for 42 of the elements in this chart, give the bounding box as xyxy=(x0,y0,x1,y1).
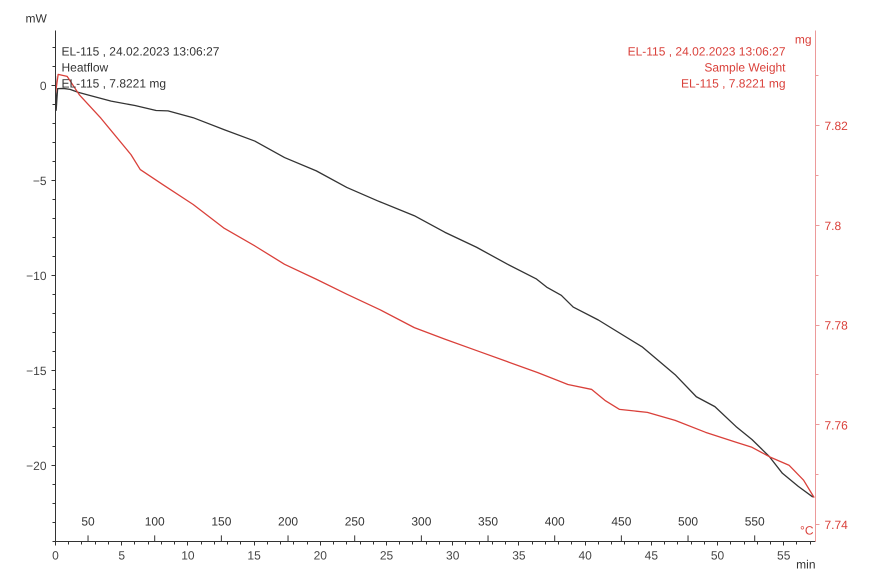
y2-axis-title: mg xyxy=(794,32,812,46)
x-axis-title: min xyxy=(796,558,816,572)
y-tick-label: −15 xyxy=(26,364,47,378)
x2-tick-label: 50 xyxy=(81,514,96,528)
y2-tick-label: 7.8 xyxy=(824,218,842,233)
x-tick-label: 10 xyxy=(181,548,195,562)
x-tick-label: 20 xyxy=(314,548,328,562)
y2-tick-label: 7.76 xyxy=(824,418,848,432)
annotation: EL-115 , 7.8221 mg xyxy=(680,76,786,90)
x-tick-label: 35 xyxy=(512,548,526,562)
y-tick-label: 0 xyxy=(40,79,47,94)
x2-tick-label: 400 xyxy=(544,514,566,528)
x2-tick-label: 350 xyxy=(478,514,498,528)
x2-tick-label: 550 xyxy=(744,514,766,528)
x-tick-label: 40 xyxy=(578,548,592,562)
x-tick-label: 30 xyxy=(446,548,460,562)
x-tick-label: 15 xyxy=(247,548,262,562)
x2-axis-title: °C xyxy=(800,524,814,538)
x-tick-label: 50 xyxy=(710,548,725,562)
x2-tick-label: 250 xyxy=(344,514,366,528)
annotation: EL-115 , 24.02.2023 13:06:27 xyxy=(628,44,786,58)
annotation: EL-115 , 24.02.2023 13:06:27 xyxy=(62,44,220,58)
y-tick-label: −20 xyxy=(26,459,47,474)
y2-tick-label: 7.78 xyxy=(824,318,848,333)
y-tick-label: −10 xyxy=(26,269,47,284)
x2-tick-label: 100 xyxy=(144,514,166,528)
x-tick-label: 25 xyxy=(380,548,394,562)
x2-tick-label: 500 xyxy=(678,514,698,528)
y-axis-title: mW xyxy=(26,12,48,26)
y2-tick-label: 7.74 xyxy=(824,518,848,532)
x-tick-label: 5 xyxy=(118,548,126,562)
x-tick-label: 45 xyxy=(644,548,658,562)
x-tick-label: 55 xyxy=(777,548,791,562)
y-tick-label: −5 xyxy=(32,174,47,188)
x2-tick-label: 450 xyxy=(611,514,632,528)
series-label: Heatflow xyxy=(62,60,109,74)
x-tick-label: 0 xyxy=(52,548,60,562)
x2-tick-label: 200 xyxy=(278,514,298,528)
x2-tick-label: 150 xyxy=(211,514,232,528)
text: Sample Weight xyxy=(704,60,786,74)
x2-tick-label: 300 xyxy=(411,514,432,528)
y2-tick-label: 7.82 xyxy=(824,119,848,134)
